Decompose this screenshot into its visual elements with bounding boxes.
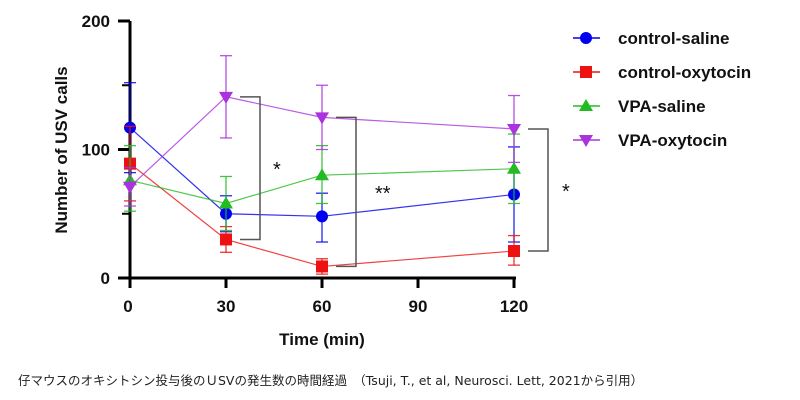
data-point [220,233,232,246]
legend-label: VPA-oxytocin [618,131,727,150]
x-tick-label: 120 [500,297,528,316]
series-layer [123,55,521,275]
data-point [316,210,328,223]
y-tick-label: 100 [82,141,110,160]
legend-label: control-oxytocin [618,63,751,82]
data-point [123,181,137,194]
series-VPA-oxytocin [123,55,521,207]
significance-label: * [562,181,570,203]
legend-item: control-saline [573,29,729,48]
legend-label: control-saline [618,29,729,48]
legend-item: VPA-saline [573,97,706,116]
significance-label: * [273,159,281,181]
data-point [507,161,521,174]
data-point [507,123,521,136]
x-tick-label: 90 [409,297,428,316]
x-tick-label: 30 [217,297,236,316]
data-point [315,112,329,125]
significance-bracket: ** [336,116,391,268]
y-axis-label: Number of USV calls [52,66,71,233]
bracket-line [336,116,357,268]
series-line [129,163,515,268]
legend-item: VPA-oxytocin [573,131,727,150]
significance-label: ** [375,183,391,205]
x-axis-label: Time (min) [279,330,365,349]
data-point [316,260,328,273]
legend-label: VPA-saline [618,97,706,116]
figure-caption: 仔マウスのオキシトシン投与後のＵSVの発生数の時間経過 （Tsuji, T., … [18,373,644,388]
data-point [219,91,233,104]
data-point [508,245,520,258]
x-tick-label: 0 [123,297,132,316]
series-line [129,127,515,217]
significance-annotations: *** * [240,96,570,268]
legend-marker [580,66,592,78]
legend-item: control-oxytocin [573,63,751,82]
legend-marker [580,32,592,44]
legend-marker [579,99,593,111]
series-line [129,168,515,205]
data-point [315,168,329,181]
legend-marker [579,135,593,147]
data-point [219,196,233,209]
bracket-line [528,128,549,252]
bracket-line [240,96,261,241]
series-line [129,96,515,188]
x-tick-label: 60 [313,297,332,316]
legend: control-saline control-oxytocin VPA-saline… [573,29,751,150]
significance-bracket: * [528,128,570,252]
y-tick-label: 0 [101,269,110,288]
significance-bracket: * [240,96,281,241]
y-tick-label: 200 [82,12,110,31]
axes: 0 100 200 0 30 60 90 120 [82,12,529,316]
